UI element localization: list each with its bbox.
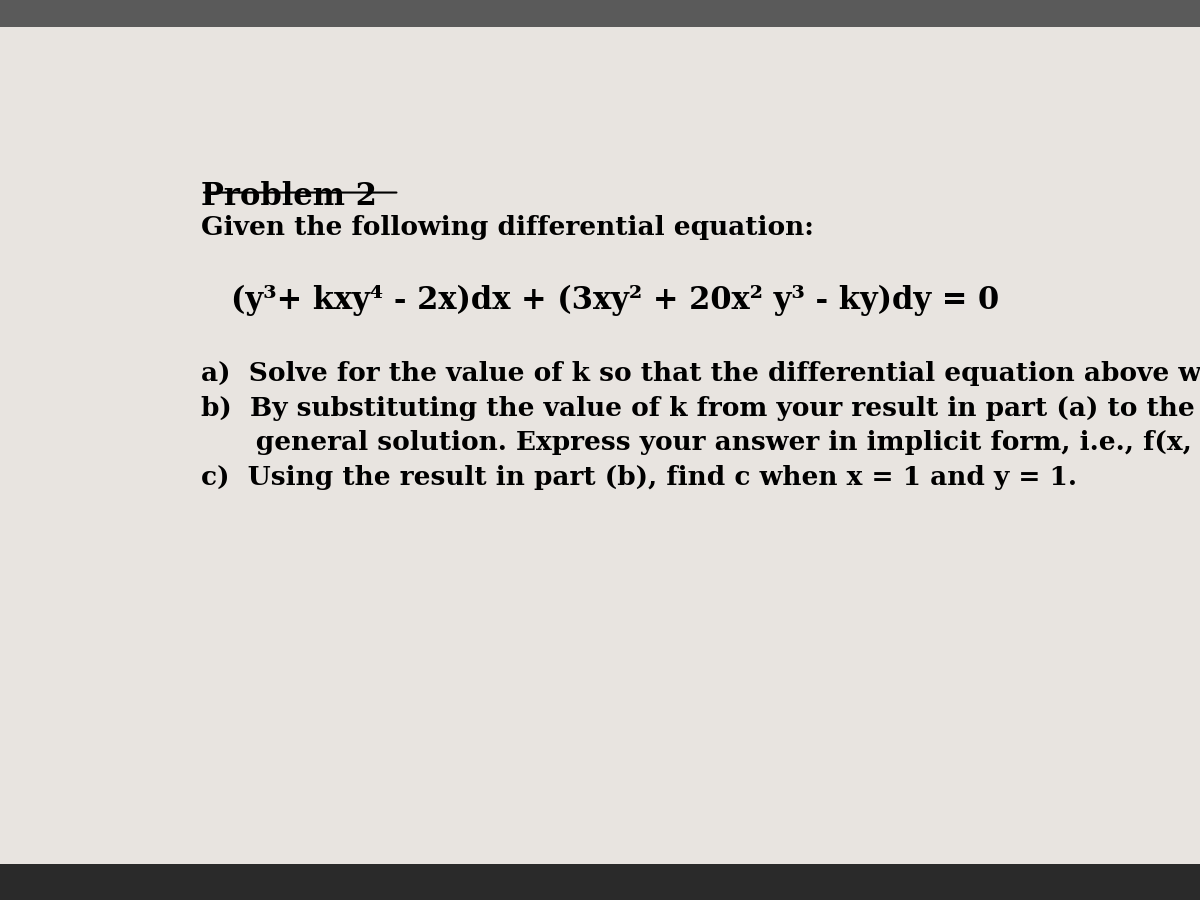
Text: Problem 2: Problem 2 <box>202 181 377 211</box>
Text: b)  By substituting the value of k from your result in part (a) to the given DE,: b) By substituting the value of k from y… <box>202 396 1200 420</box>
Text: Given the following differential equation:: Given the following differential equatio… <box>202 215 814 240</box>
Text: a)  Solve for the value of k so that the differential equation above will be exa: a) Solve for the value of k so that the … <box>202 361 1200 386</box>
Text: general solution. Express your answer in implicit form, i.e., f(x, y) = c: general solution. Express your answer in… <box>202 430 1200 455</box>
Text: (y³+ kxy⁴ - 2x)dx + (3xy² + 20x² y³ - ky)dy = 0: (y³+ kxy⁴ - 2x)dx + (3xy² + 20x² y³ - ky… <box>230 284 1000 316</box>
Text: c)  Using the result in part (b), find c when x = 1 and y = 1.: c) Using the result in part (b), find c … <box>202 465 1078 490</box>
